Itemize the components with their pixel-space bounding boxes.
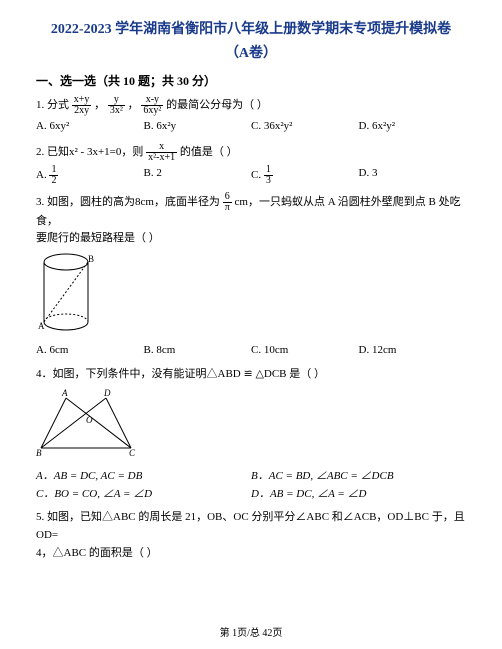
- q2-paren: ）: [227, 146, 238, 158]
- q2-cd: 3: [264, 176, 273, 186]
- q1-stem: 1. 分式 x+y2xy ， y3x² ， x-y6xy² 的最简公分母为（ ）: [36, 95, 466, 116]
- q3-paren: ）: [149, 232, 160, 244]
- q1-choices: A. 6xy² B. 6x²y C. 36x²y² D. 6x²y²: [36, 118, 466, 136]
- q5-stem-b: 4，△ABC 的面积是（ ）: [36, 545, 466, 563]
- q2-choice-d: D. 3: [359, 165, 467, 186]
- q1-f3d: 6xy²: [141, 106, 163, 116]
- q2-stem: 2. 已知x² - 3x+1=0，则 xx²-x+1 的值是（ ）: [36, 142, 466, 163]
- tri-o: O: [86, 415, 93, 425]
- title-sub: （A卷）: [36, 42, 466, 62]
- q2-text-a: 2. 已知x² - 3x+1=0，则: [36, 146, 143, 158]
- q2-choice-a: A. 12: [36, 165, 144, 186]
- q2-fd: x²-x+1: [146, 153, 177, 163]
- cyl-label-a: A: [38, 321, 45, 331]
- question-5: 5. 如图，已知△ABC 的周长是 21，OB、OC 分别平分∠ABC 和∠AC…: [36, 509, 466, 562]
- q2-choices: A. 12 B. 2 C. 13 D. 3: [36, 165, 466, 186]
- question-1: 1. 分式 x+y2xy ， y3x² ， x-y6xy² 的最简公分母为（ ）…: [36, 95, 466, 136]
- title-main: 2022-2023 学年湖南省衡阳市八年级上册数学期末专项提升模拟卷: [36, 18, 466, 38]
- q1-choice-b: B. 6x²y: [144, 118, 252, 136]
- question-2: 2. 已知x² - 3x+1=0，则 xx²-x+1 的值是（ ） A. 12 …: [36, 142, 466, 186]
- cyl-label-b: B: [88, 254, 94, 264]
- tri-d: D: [103, 388, 111, 398]
- q4-choices: A．AB = DC, AC = DB B．AC = BD, ∠ABC = ∠DC…: [36, 468, 466, 503]
- q3-choice-a: A. 6cm: [36, 342, 144, 360]
- q1-choice-d: D. 6x²y²: [359, 118, 467, 136]
- q1-f2d: 3x²: [108, 106, 125, 116]
- q1-frac3: x-y6xy²: [141, 95, 163, 116]
- q3-stem: 3. 如图，圆柱的高为8cm，底面半径为 6π cm，一只蚂蚁从点 A 沿圆柱外…: [36, 192, 466, 231]
- section-title: 一、选一选（共 10 题；共 30 分）: [36, 72, 466, 89]
- triangle-icon: A D B C O: [36, 388, 146, 458]
- q2-c-pre: C.: [251, 169, 264, 181]
- q3-text-a: 3. 如图，圆柱的高为8cm，底面半径为: [36, 196, 220, 208]
- q1-text-a: 1. 分式: [36, 99, 69, 111]
- q3-fd: π: [223, 203, 232, 213]
- q1-sep2: ，: [128, 99, 139, 111]
- q4-figure: A D B C O: [36, 388, 466, 465]
- q2-choice-c: C. 13: [251, 165, 359, 186]
- q4-choice-b: B．AC = BD, ∠ABC = ∠DCB: [251, 468, 466, 486]
- q3-choice-d: D. 12cm: [359, 342, 467, 360]
- tri-a: A: [61, 388, 68, 398]
- q1-paren: ）: [257, 99, 268, 111]
- q2-ad: 2: [49, 176, 58, 186]
- question-4: 4．如图，下列条件中，没有能证明△ABD ≌ △DCB 是（ ） A D B C…: [36, 366, 466, 503]
- q2-frac: xx²-x+1: [146, 142, 177, 163]
- q2-a-frac: 12: [49, 165, 58, 186]
- q1-choice-c: C. 36x²y²: [251, 118, 359, 136]
- q3-stem-2: 要爬行的最短路程是（ ）: [36, 230, 466, 248]
- q4-choice-c: C．BO = CO, ∠A = ∠D: [36, 486, 251, 504]
- q2-an: 1: [49, 165, 58, 176]
- q2-cn: 1: [264, 165, 273, 176]
- q5-stem-a: 5. 如图，已知△ABC 的周长是 21，OB、OC 分别平分∠ABC 和∠AC…: [36, 509, 466, 544]
- q3-fn: 6: [223, 192, 232, 203]
- q3-text-c: 要爬行的最短路程是（: [36, 232, 146, 244]
- q1-frac2: y3x²: [108, 95, 125, 116]
- q2-c-frac: 13: [264, 165, 273, 186]
- tri-c: C: [129, 448, 136, 458]
- q2-a-pre: A.: [36, 169, 49, 181]
- q4-choice-a: A．AB = DC, AC = DB: [36, 468, 251, 486]
- question-3: 3. 如图，圆柱的高为8cm，底面半径为 6π cm，一只蚂蚁从点 A 沿圆柱外…: [36, 192, 466, 360]
- q2-choice-b: B. 2: [144, 165, 252, 186]
- q1-sep1: ，: [94, 99, 105, 111]
- q4-stem: 4．如图，下列条件中，没有能证明△ABD ≌ △DCB 是（ ）: [36, 366, 466, 384]
- q1-text-b: 的最简公分母为（: [166, 99, 254, 111]
- q1-frac1: x+y2xy: [72, 95, 92, 116]
- cylinder-icon: A B: [36, 252, 96, 332]
- q4-choice-d: D．AB = DC, ∠A = ∠D: [251, 486, 466, 504]
- q2-fn: x: [146, 142, 177, 153]
- tri-b: B: [36, 448, 42, 458]
- q1-f1d: 2xy: [72, 106, 92, 116]
- q3-choices: A. 6cm B. 8cm C. 10cm D. 12cm: [36, 342, 466, 360]
- q3-choice-b: B. 8cm: [144, 342, 252, 360]
- q3-choice-c: C. 10cm: [251, 342, 359, 360]
- q1-choice-a: A. 6xy²: [36, 118, 144, 136]
- q2-text-b: 的值是（: [180, 146, 224, 158]
- q3-frac: 6π: [223, 192, 232, 213]
- q3-figure: A B: [36, 252, 466, 339]
- page-footer: 第 1页/总 42页: [0, 624, 502, 639]
